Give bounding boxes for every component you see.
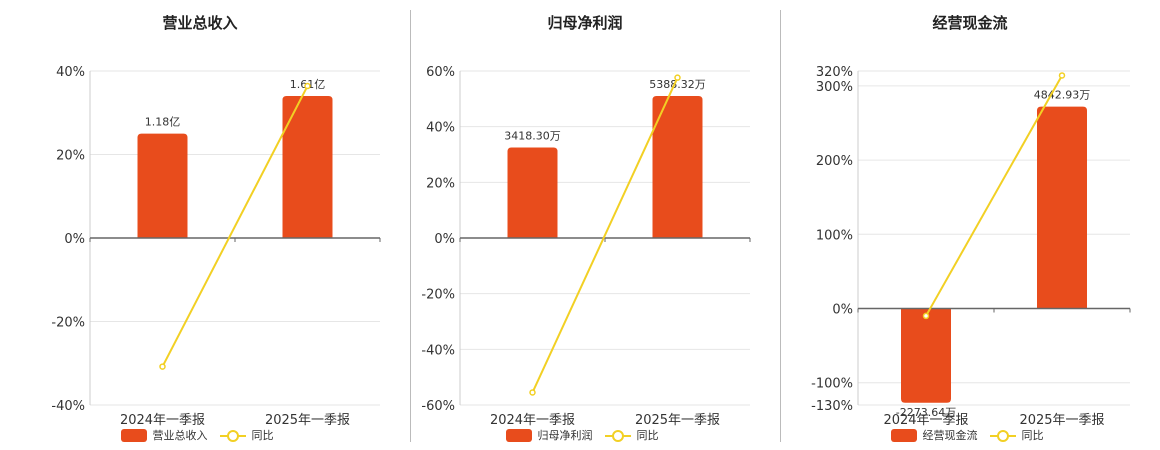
y-tick-label: 0% — [832, 303, 853, 318]
y-tick-label: 0% — [64, 232, 85, 247]
chart-legend: 营业总收入 同比 — [0, 427, 400, 443]
bar — [652, 96, 703, 238]
bar — [901, 308, 951, 403]
legend-bar-swatch — [890, 428, 917, 442]
legend-bar-label: 经营现金流 — [922, 429, 978, 442]
panel-divider — [410, 10, 411, 442]
y-tick-label: -40% — [421, 343, 455, 358]
bar — [137, 133, 188, 238]
y-tick-label: 300% — [816, 80, 853, 95]
y-tick-label: 200% — [816, 154, 853, 169]
x-category-label: 2024年一季报 — [490, 413, 575, 428]
yoy-line — [531, 77, 679, 393]
legend-bar-label: 营业总收入 — [152, 429, 208, 442]
yoy-point — [1058, 72, 1066, 79]
legend-bar-label: 归母净利润 — [537, 429, 593, 442]
yoy-line — [161, 85, 309, 368]
y-tick-label: 20% — [426, 176, 455, 191]
chart-panel-cash-flow: 经营现金流 -130% -100% 0% 100% 200% 300% 320% -2273.… — [780, 0, 1160, 450]
chart-legend: 归母净利润 同比 — [390, 427, 780, 443]
yoy-point — [529, 389, 536, 396]
chart-title: 归母净利润 — [547, 14, 623, 32]
y-tick-label: 60% — [426, 65, 455, 80]
y-tick-label: 0% — [434, 232, 455, 247]
chart-svg: -130% -100% 0% 100% 200% 300%320% -2273.64万 484… — [811, 65, 1131, 428]
yoy-point — [304, 82, 311, 90]
bar-data-label: 1.18亿 — [145, 116, 181, 129]
bar-data-label: -2273.64万 — [896, 406, 956, 419]
y-tick-label: -20% — [421, 288, 455, 303]
legend-line-label: 同比 — [636, 429, 659, 442]
y-tick-label: 320% — [816, 65, 853, 80]
bar — [1037, 106, 1087, 309]
x-category-label: 2025年一季报 — [635, 413, 720, 428]
bar — [282, 96, 333, 238]
y-tick-label: 100% — [816, 228, 853, 243]
yoy-point — [159, 363, 166, 370]
yoy-point — [674, 74, 681, 81]
yoy-point — [922, 312, 930, 320]
chart-title: 营业总收入 — [162, 14, 238, 32]
bar-data-label: 5388.32万 — [649, 78, 706, 91]
y-tick-label: -130% — [811, 399, 853, 414]
chart-panel-net-profit: 归母净利润 -60% -40% -20% 0% 20% 40% 60% 3418.30万 538… — [390, 0, 780, 450]
y-tick-label: 40% — [56, 65, 85, 80]
y-tick-label: -60% — [421, 399, 455, 414]
panel-divider — [780, 10, 781, 442]
legend-line-swatch — [989, 429, 1016, 442]
legend-line-swatch — [604, 429, 631, 442]
chart-panel-revenue: 营业总收入 -40%-20%0%20%40%1.18亿1.61亿2024年一季报… — [0, 0, 400, 450]
y-tick-label: 20% — [56, 149, 85, 164]
chart-legend: 经营现金流 同比 — [780, 427, 1160, 443]
y-tick-label: -20% — [51, 316, 85, 331]
y-tick-label: -40% — [51, 399, 85, 414]
x-category-label: 2024年一季报 — [120, 413, 205, 428]
legend-bar-swatch — [120, 428, 147, 442]
bar-data-label: 3418.30万 — [504, 130, 561, 143]
legend-line-label: 同比 — [251, 429, 274, 442]
chart-svg: -60% -40% -20% 0% 20% 40% 60% 3418.30万 5388.32万 2… — [421, 65, 751, 428]
chart-svg: -40%-20%0%20%40%1.18亿1.61亿2024年一季报2025年一… — [51, 65, 381, 428]
legend-line-label: 同比 — [1021, 429, 1044, 442]
x-category-label: 2024年一季报 — [883, 413, 968, 428]
legend-line-swatch — [219, 429, 246, 442]
y-tick-label: 40% — [426, 121, 455, 136]
bar-data-label: 4842.93万 — [1034, 89, 1091, 102]
x-category-label: 2025年一季报 — [265, 413, 350, 428]
bar — [507, 147, 558, 238]
chart-title: 经营现金流 — [932, 14, 1008, 32]
x-category-label: 2025年一季报 — [1019, 413, 1104, 428]
yoy-line — [925, 74, 1063, 317]
y-tick-label: -100% — [811, 377, 853, 392]
legend-bar-swatch — [505, 428, 532, 442]
